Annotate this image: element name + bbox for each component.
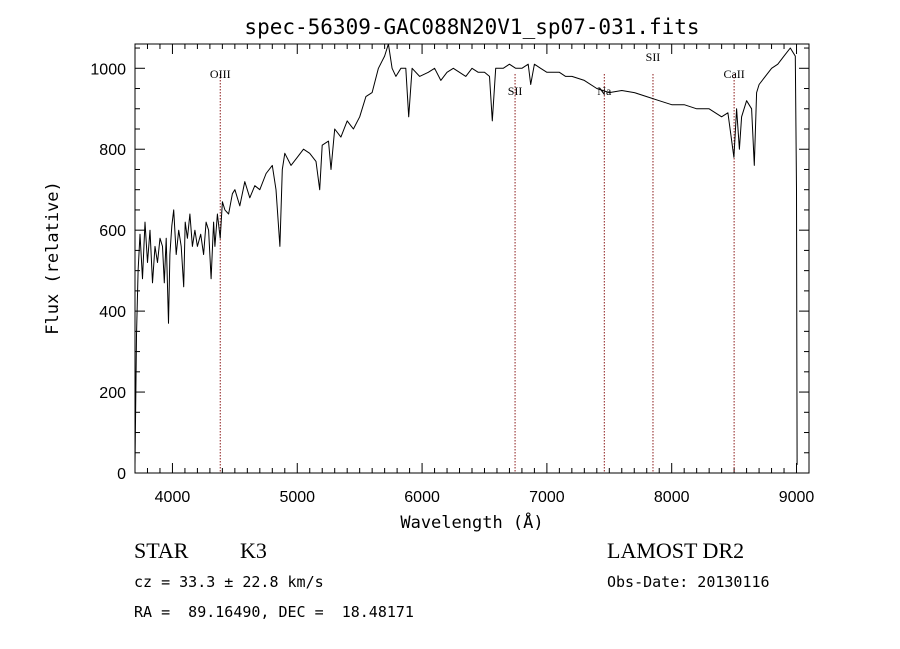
redshift-label: cz = 33.3 ± 22.8 km/s [134, 573, 324, 591]
x-tick-label: 5000 [279, 489, 315, 506]
x-tick-label: 9000 [779, 489, 815, 506]
spectrum-line [134, 43, 798, 465]
x-axis-label: Wavelength (Å) [400, 511, 543, 533]
reference-line-label: SII [646, 50, 661, 64]
plot-frame [134, 43, 810, 474]
y-tick-label: 400 [99, 304, 126, 321]
reference-line-label: SII [508, 84, 523, 98]
y-tick-label: 800 [99, 142, 126, 159]
y-tick-label: 0 [117, 466, 126, 483]
coordinates-label: RA = 89.16490, DEC = 18.48171 [134, 603, 414, 621]
survey-label: LAMOST DR2 [607, 538, 745, 563]
y-tick-labels: 0 200 400 600 800 1000 [90, 61, 126, 483]
x-tick-label: 7000 [529, 489, 565, 506]
reference-line-label: CaII [723, 67, 744, 81]
object-class: STAR [134, 538, 189, 563]
y-tick-label: 200 [99, 385, 126, 402]
axis-ticks [134, 44, 810, 474]
x-tick-label: 4000 [155, 489, 191, 506]
chart-title: spec-56309-GAC088N20V1_sp07-031.fits [244, 15, 699, 39]
y-tick-label: 1000 [90, 61, 126, 78]
series-layer [134, 43, 798, 465]
object-subclass: K3 [240, 538, 267, 563]
y-tick-label: 600 [99, 223, 126, 240]
x-tick-label: 6000 [404, 489, 440, 506]
x-tick-labels: 4000 5000 6000 7000 8000 9000 [155, 489, 815, 506]
obs-date-label: Obs-Date: 20130116 [607, 573, 770, 591]
reference-line-label: OIII [210, 67, 231, 81]
y-axis-label: Flux (relative) [43, 181, 63, 335]
x-tick-label: 8000 [654, 489, 690, 506]
